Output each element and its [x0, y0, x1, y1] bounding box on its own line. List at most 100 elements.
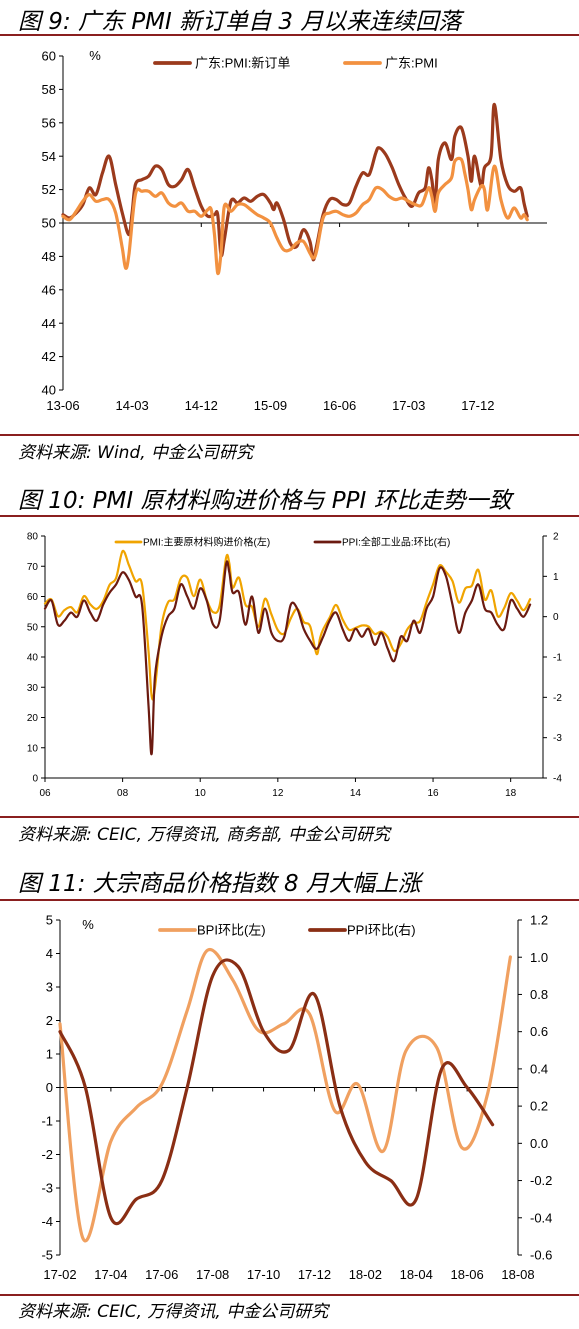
y-tick-label-right: 1 — [553, 572, 559, 583]
x-tick-label: 13-06 — [46, 398, 79, 413]
y-tick-label-left: 52 — [42, 182, 56, 197]
x-tick-label: 18-04 — [400, 1267, 433, 1282]
x-tick-label: 14-03 — [116, 398, 149, 413]
y-tick-label-left: 50 — [27, 622, 39, 633]
y-tick-label-left: 42 — [42, 349, 56, 364]
x-tick-label: 17-10 — [247, 1267, 280, 1282]
y-tick-label-right: -0.2 — [530, 1173, 552, 1188]
figure-10-source: 资料来源: CEIC, 万得资讯, 商务部, 中金公司研究 — [18, 820, 390, 845]
legend-label-2: 广东:PMI — [385, 56, 438, 71]
y-tick-label-right: -0.4 — [530, 1210, 552, 1225]
figure-11-chart: 5 4 3 2 1 0 -1 -2 -3 -4 -5 1.2 1.0 0.8 0.6 0.4 0.2 0.0 -0.… — [0, 902, 579, 1294]
unit-label: % — [89, 48, 101, 63]
series-line-2 — [60, 960, 493, 1224]
x-tick-label: 14-12 — [185, 398, 218, 413]
y-tick-label-left: 20 — [27, 713, 39, 724]
y-tick-label-left: 40 — [42, 383, 56, 398]
y-tick-label-left: -5 — [41, 1248, 53, 1263]
x-tick-label: 10 — [195, 788, 207, 799]
legend-label-1: BPI环比(左) — [197, 923, 266, 938]
figure-11-title: 图 11: 大宗商品价格指数 8 月大幅上涨 — [18, 864, 421, 898]
y-tick-label-right: -3 — [553, 733, 562, 744]
y-tick-label-right: -4 — [553, 774, 562, 785]
figure-10-bottom-rule — [0, 816, 579, 818]
x-tick-label: 06 — [39, 788, 51, 799]
y-tick-label-left: 56 — [42, 115, 56, 130]
y-tick-label-right: -0.6 — [530, 1248, 552, 1263]
y-tick-label-right: 0.2 — [530, 1099, 548, 1114]
y-tick-label-left: 4 — [46, 946, 53, 961]
legend-label-2: PPI环比(右) — [347, 923, 416, 938]
y-tick-label-left: 54 — [42, 149, 56, 164]
y-tick-label-left: 50 — [42, 216, 56, 231]
y-tick-label-left: 58 — [42, 82, 56, 97]
y-tick-label-left: 48 — [42, 249, 56, 264]
x-tick-label: 16 — [427, 788, 439, 799]
y-tick-label-left: -2 — [41, 1147, 53, 1162]
figure-10-top-rule — [0, 515, 579, 517]
x-tick-label: 18-08 — [501, 1267, 534, 1282]
x-tick-label: 17-06 — [145, 1267, 178, 1282]
x-tick-label: 12 — [272, 788, 284, 799]
x-tick-label: 17-08 — [196, 1267, 229, 1282]
x-tick-label: 18 — [505, 788, 517, 799]
figure-9-top-rule — [0, 34, 579, 36]
y-tick-label-left: 60 — [27, 592, 39, 603]
x-tick-label: 17-04 — [94, 1267, 127, 1282]
figure-11-top-rule — [0, 899, 579, 901]
y-tick-label-left: 80 — [27, 532, 39, 543]
y-tick-label-right: 0.8 — [530, 987, 548, 1002]
y-tick-label-right: 0.0 — [530, 1136, 548, 1151]
series-line-1 — [60, 949, 510, 1240]
y-tick-label-left: 5 — [46, 913, 53, 928]
x-tick-label: 08 — [117, 788, 129, 799]
figure-11-bottom-rule — [0, 1294, 579, 1296]
y-tick-label-left: 44 — [42, 316, 56, 331]
y-tick-label-left: 30 — [27, 683, 39, 694]
y-tick-label-right: 2 — [553, 532, 559, 543]
x-tick-label: 15-09 — [254, 398, 287, 413]
y-tick-label-right: 1.2 — [530, 913, 548, 928]
x-tick-label: 16-06 — [323, 398, 356, 413]
y-tick-label-right: 0 — [553, 612, 559, 623]
x-tick-label: 17-12 — [298, 1267, 331, 1282]
y-tick-label-left: -1 — [41, 1114, 53, 1129]
unit-label: % — [82, 917, 94, 932]
y-tick-label-right: -1 — [553, 653, 562, 664]
series-line-2 — [45, 561, 530, 754]
legend-label-2: PPI:全部工业品:环比(右) — [342, 536, 450, 549]
y-tick-label-left: 0 — [32, 774, 38, 785]
x-tick-label: 18-06 — [450, 1267, 483, 1282]
legend-label-1: PMI:主要原材料购进价格(左) — [143, 536, 270, 549]
figure-9-source: 资料来源: Wind, 中金公司研究 — [18, 438, 253, 463]
figure-10-title: 图 10: PMI 原材料购进价格与 PPI 环比走势一致 — [18, 481, 512, 515]
y-tick-label-left: 46 — [42, 282, 56, 297]
y-tick-label-left: -3 — [41, 1181, 53, 1196]
figure-9-bottom-rule — [0, 434, 579, 436]
y-tick-label-left: 40 — [27, 653, 39, 664]
x-tick-label: 17-03 — [392, 398, 425, 413]
figure-9-title: 图 9: 广东 PMI 新订单自 3 月以来连续回落 — [18, 2, 461, 36]
x-tick-label: 17-12 — [461, 398, 494, 413]
y-tick-label-left: 70 — [27, 562, 39, 573]
y-tick-label-left: 60 — [42, 49, 56, 64]
y-tick-label-left: 0 — [46, 1080, 53, 1095]
y-tick-label-right: 0.6 — [530, 1024, 548, 1039]
y-tick-label-left: -4 — [41, 1214, 53, 1229]
y-tick-label-left: 10 — [27, 743, 39, 754]
y-tick-label-right: 1.0 — [530, 950, 548, 965]
figure-11-source: 资料来源: CEIC, 万得资讯, 中金公司研究 — [18, 1297, 328, 1322]
x-tick-label: 18-02 — [349, 1267, 382, 1282]
y-tick-label-left: 3 — [46, 980, 53, 995]
y-tick-label-left: 2 — [46, 1013, 53, 1028]
x-tick-label: 17-02 — [43, 1267, 76, 1282]
legend-label-1: 广东:PMI:新订单 — [195, 56, 290, 71]
x-tick-label: 14 — [350, 788, 362, 799]
y-tick-label-right: 0.4 — [530, 1061, 548, 1076]
series-line-1 — [63, 104, 527, 259]
y-tick-label-left: 1 — [46, 1047, 53, 1062]
y-tick-label-right: -2 — [553, 693, 562, 704]
series-line-2 — [63, 158, 527, 273]
